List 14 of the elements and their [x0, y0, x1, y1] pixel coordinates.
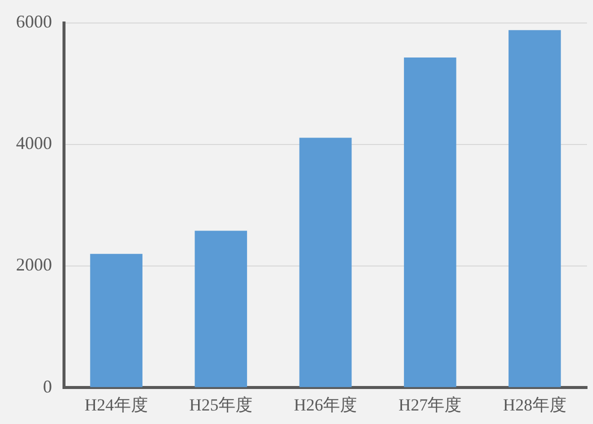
x-tick-label: H25年度 — [189, 395, 253, 414]
x-tick-label: H26年度 — [294, 395, 358, 414]
y-tick-label: 2000 — [16, 254, 52, 275]
x-tick-label: H27年度 — [398, 395, 462, 414]
x-tick-label: H28年度 — [503, 395, 566, 414]
y-tick-label: 4000 — [16, 133, 52, 154]
y-tick-label: 0 — [43, 376, 52, 396]
bar — [90, 254, 142, 388]
bar — [508, 30, 561, 388]
bar — [194, 230, 248, 388]
y-tick-label: 6000 — [16, 12, 52, 32]
bar — [299, 138, 352, 388]
bar — [404, 57, 456, 388]
x-tick-label: H24年度 — [84, 395, 148, 414]
